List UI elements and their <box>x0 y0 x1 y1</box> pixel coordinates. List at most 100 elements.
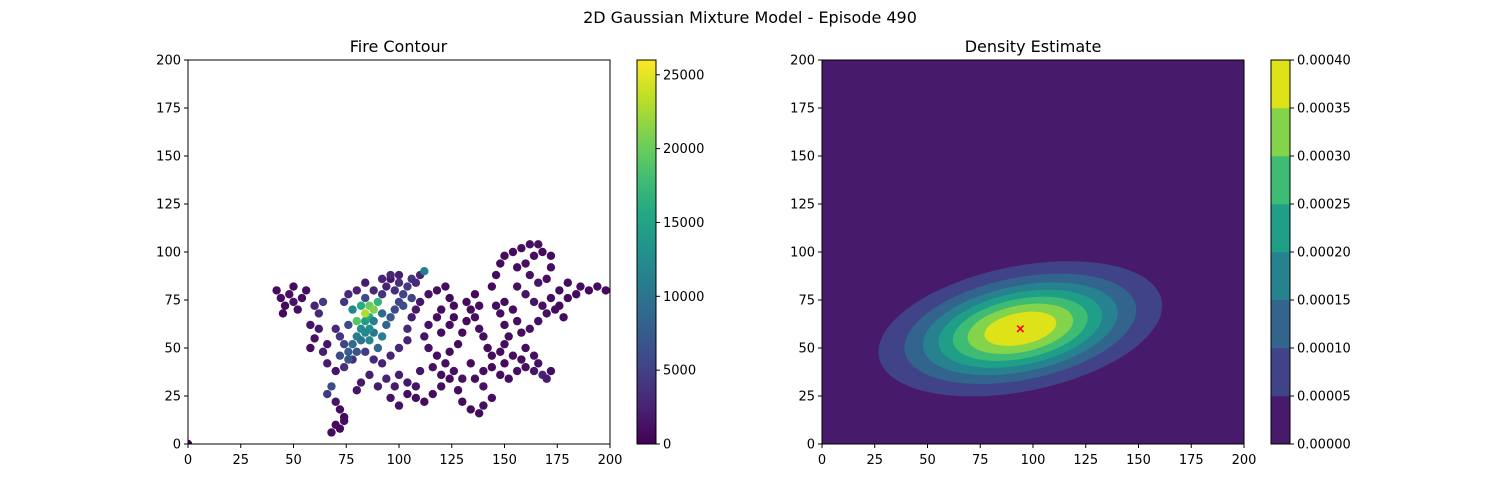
fire-contour-title: Fire Contour <box>350 37 448 56</box>
scatter-point <box>521 343 530 353</box>
scatter-point <box>470 374 480 383</box>
fire-colorbar-tick-label: 10000 <box>663 290 704 305</box>
scatter-point <box>386 313 395 322</box>
scatter-point <box>361 309 370 318</box>
scatter-point <box>550 305 560 314</box>
scatter-point <box>377 309 387 318</box>
scatter-point <box>339 339 349 349</box>
scatter-point <box>584 286 594 295</box>
scatter-point <box>534 240 543 249</box>
scatter-point <box>546 293 556 303</box>
scatter-point <box>500 339 509 349</box>
scatter-point <box>390 305 399 314</box>
density-colorbar: 0.00000 0.00005 0.00010 0.00015 0.00020 0.000… <box>1270 54 1351 453</box>
scatter-point <box>285 290 294 299</box>
scatter-point <box>496 259 505 268</box>
fire-contour-y-tick-label: 125 <box>156 198 181 213</box>
scatter-point <box>306 343 315 353</box>
scatter-point <box>331 324 340 333</box>
scatter-point <box>289 282 298 291</box>
density-colorbar-tick-label: 0.00035 <box>1297 102 1351 117</box>
scatter-point <box>542 309 551 318</box>
scatter-point <box>496 347 505 357</box>
fire-contour-y-tick-label: 150 <box>156 150 181 165</box>
density-y-tick-label: 0 <box>807 438 815 453</box>
density-colorbar-band <box>1271 60 1290 109</box>
scatter-point <box>462 297 471 307</box>
scatter-point <box>339 297 349 307</box>
density-estimate-title: Density Estimate <box>965 37 1102 56</box>
scatter-point <box>403 389 412 399</box>
density-ticks: 0 25 50 75 100 125 150 175 200 0 25 50 75 100 125 150 17… <box>790 54 1256 469</box>
scatter-point <box>474 324 484 333</box>
scatter-point <box>449 366 459 376</box>
scatter-point <box>512 282 522 291</box>
fire-contour-x-tick-label: 25 <box>232 453 249 468</box>
scatter-point <box>479 401 488 410</box>
density-colorbar-band <box>1271 204 1290 253</box>
scatter-point <box>377 290 387 299</box>
scatter-point <box>339 363 349 372</box>
scatter-point <box>348 305 357 314</box>
scatter-point <box>504 374 513 383</box>
density-y-tick-label: 175 <box>790 102 815 117</box>
scatter-point <box>508 351 518 360</box>
scatter-point <box>306 320 315 330</box>
scatter-point <box>470 313 480 322</box>
scatter-point <box>335 424 345 433</box>
density-y-tick-label: 200 <box>790 54 815 69</box>
scatter-point <box>462 316 471 326</box>
scatter-point <box>386 393 395 403</box>
scatter-point <box>525 240 535 249</box>
scatter-point <box>420 267 429 276</box>
scatter-point <box>356 336 366 345</box>
scatter-point <box>339 416 349 426</box>
scatter-point <box>521 363 530 372</box>
fire-colorbar: 0 5000 10000 15000 20000 25000 <box>636 59 704 453</box>
scatter-point <box>415 366 425 376</box>
scatter-point <box>377 332 387 341</box>
scatter-point <box>474 409 484 418</box>
density-colorbar-tick-label: 0.00005 <box>1297 390 1351 405</box>
fire-contour-x-tick-label: 175 <box>545 453 570 468</box>
scatter-point <box>563 293 572 303</box>
scatter-point <box>500 359 509 368</box>
scatter-point <box>344 320 353 330</box>
scatter-point <box>576 282 585 291</box>
scatter-point <box>373 382 383 391</box>
scatter-point <box>335 405 345 414</box>
scatter-point <box>487 351 497 360</box>
scatter-point <box>466 405 475 414</box>
density-colorbar-band <box>1271 108 1290 157</box>
scatter-point <box>500 320 509 330</box>
scatter-point <box>318 347 328 357</box>
scatter-point <box>415 297 425 307</box>
scatter-point <box>521 290 530 299</box>
scatter-point <box>445 320 454 330</box>
scatter-point <box>432 286 442 295</box>
scatter-point <box>314 324 324 333</box>
scatter-point <box>373 297 383 307</box>
scatter-point <box>314 309 324 318</box>
fire-contour-y-tick-label: 50 <box>164 342 181 357</box>
scatter-point <box>272 286 281 295</box>
density-x-tick-label: 200 <box>1232 453 1257 468</box>
fire-contour-y-tick-label: 75 <box>164 294 181 309</box>
scatter-point <box>504 332 513 341</box>
fire-colorbar-ticks: 0 5000 10000 15000 20000 25000 <box>656 68 704 453</box>
scatter-point <box>500 251 509 261</box>
scatter-point <box>373 343 383 353</box>
scatter-point <box>411 305 421 314</box>
density-colorbar-tick-label: 0.00040 <box>1297 54 1351 69</box>
scatter-point <box>521 259 530 268</box>
density-x-tick-label: 175 <box>1179 453 1204 468</box>
fire-contour-y-tick-label: 100 <box>156 246 181 261</box>
scatter-point <box>517 328 526 337</box>
scatter-point <box>394 343 404 353</box>
scatter-point <box>369 355 378 364</box>
scatter-point <box>479 382 488 391</box>
scatter-point <box>512 263 522 272</box>
fire-colorbar-gradient <box>636 59 657 445</box>
scatter-point <box>487 363 497 372</box>
scatter-point <box>546 366 556 376</box>
